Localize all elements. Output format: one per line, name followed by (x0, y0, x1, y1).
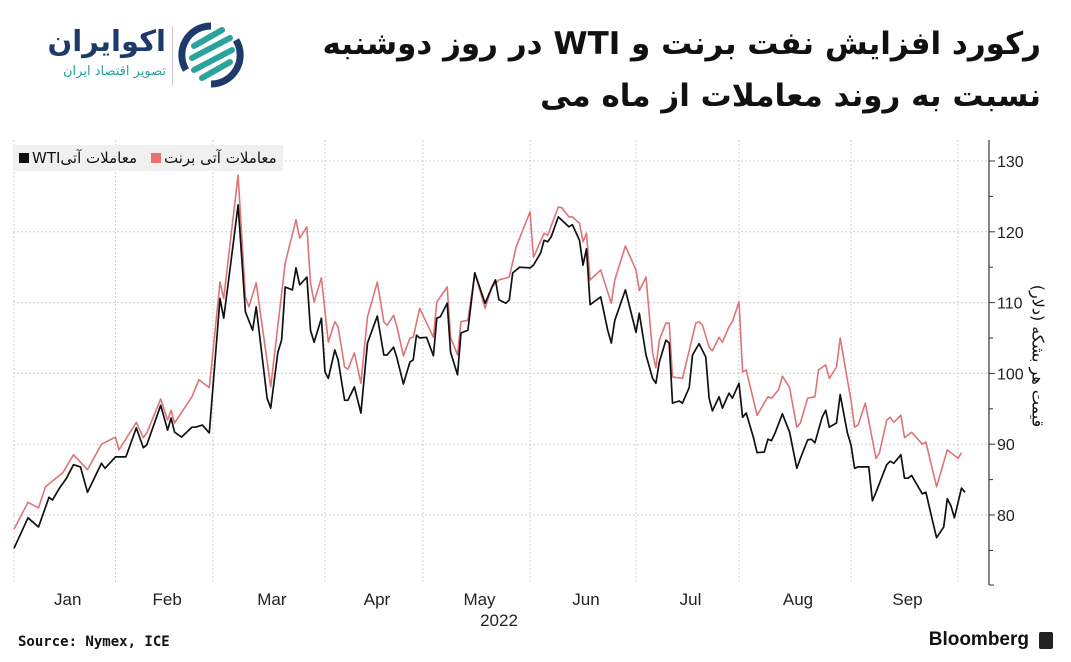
wti-futures-line (13, 204, 966, 549)
logo-divider (172, 26, 173, 86)
x-tick-label: Mar (257, 590, 287, 609)
y-tick-label: 120 (997, 225, 1024, 242)
y-axis: 80 90 100 110 120 130 (988, 140, 1024, 586)
legend-label-wti: معاملات آتیWTI (32, 149, 137, 167)
title-line-2: نسبت به روند معاملات از ماه می (540, 78, 1041, 114)
y-tick-label: 100 (997, 366, 1024, 383)
x-tick-label: May (463, 590, 496, 609)
legend-label-brent: معاملات آتی برنت (163, 149, 277, 167)
x-axis-labels: Jan Feb Mar Apr May Jun Jul Aug Sep (54, 590, 923, 609)
legend-item-brent: معاملات آتی برنت (150, 149, 277, 167)
chart-title: رکورد افزایش نفت برنت و WTI در روز دوشنب… (321, 18, 1042, 122)
x-tick-label: Sep (892, 590, 922, 609)
y-tick-label: 80 (997, 508, 1015, 525)
y-tick-label: 130 (997, 154, 1024, 171)
x-tick-label: Jul (680, 590, 702, 609)
logo-mark-icon (178, 22, 244, 88)
x-tick-label: Jun (572, 590, 599, 609)
logo: اکوایران تصویر اقتصاد ایران (18, 18, 248, 93)
x-tick-label: Jan (54, 590, 81, 609)
y-tick-label: 90 (997, 437, 1015, 454)
bloomberg-logo: Bloomberg (928, 629, 1029, 650)
y-tick-label: 110 (997, 296, 1023, 313)
x-tick-label: Aug (783, 590, 813, 609)
legend-item-wti: معاملات آتیWTI (19, 149, 137, 167)
logo-tagline: تصویر اقتصاد ایران (63, 64, 166, 79)
bloomberg-terminal-icon (1039, 632, 1053, 649)
title-line-1: رکورد افزایش نفت برنت و WTI در روز دوشنب… (322, 26, 1042, 62)
legend-swatch-brent (150, 153, 161, 163)
gridlines (13, 140, 989, 583)
x-tick-label: Feb (153, 590, 182, 609)
brent-futures-line (13, 174, 963, 530)
y-axis-label: قیمت هر بشکه (دلار) (1028, 284, 1048, 428)
series-lines (13, 174, 966, 549)
logo-name: اکوایران (47, 24, 166, 58)
legend-swatch-wti (19, 153, 29, 163)
source-note: Source: Nymex, ICE (18, 634, 170, 650)
x-tick-label: Apr (364, 590, 391, 609)
x-axis-year-label: 2022 (480, 611, 518, 630)
legend: معاملات آتیWTI معاملات آتی برنت (13, 145, 283, 171)
